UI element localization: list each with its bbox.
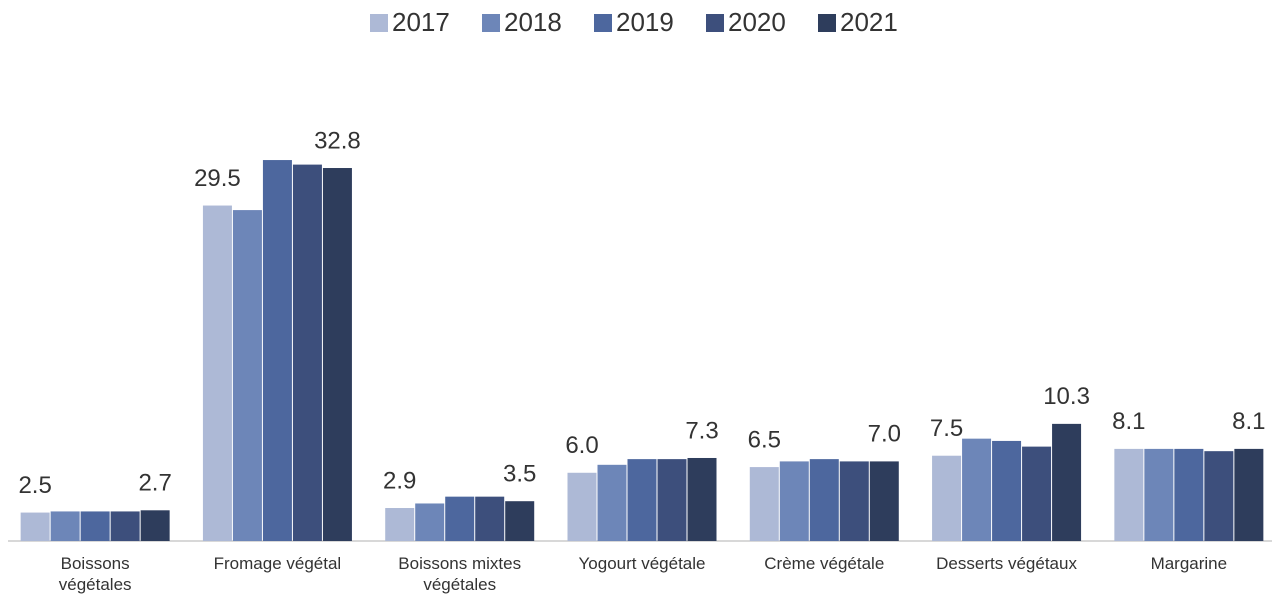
legend-label: 2018 (504, 7, 562, 37)
data-label: 7.5 (930, 415, 963, 442)
bar (749, 467, 779, 541)
bar (962, 438, 992, 541)
bar (932, 455, 962, 541)
bar (1052, 423, 1082, 541)
data-label: 8.1 (1112, 408, 1145, 435)
bar (140, 510, 170, 541)
bar (292, 164, 322, 541)
bar (1204, 451, 1234, 541)
bar (80, 511, 110, 541)
bar (110, 511, 140, 541)
bar (657, 459, 687, 541)
data-label: 7.3 (685, 417, 718, 444)
legend-label: 2021 (840, 7, 898, 37)
bar (415, 503, 445, 541)
bar (385, 508, 415, 541)
data-label: 6.0 (565, 432, 598, 459)
legend-label: 2020 (728, 7, 786, 37)
legend-swatch (818, 14, 836, 32)
x-tick-label: Boissons mixtes végétales (398, 554, 522, 594)
legend-swatch (594, 14, 612, 32)
data-label: 10.3 (1043, 383, 1090, 410)
bar (992, 440, 1022, 541)
data-label: 29.5 (194, 165, 241, 192)
data-label: 2.5 (18, 472, 51, 499)
bar (1144, 448, 1174, 541)
bar (779, 461, 809, 541)
bar (262, 160, 292, 542)
bar (627, 459, 657, 541)
x-tick-label: Desserts végétaux (936, 554, 1077, 573)
bar (202, 205, 232, 542)
bar (567, 472, 597, 541)
bar (1234, 448, 1264, 541)
bar (50, 511, 80, 541)
legend-swatch (370, 14, 388, 32)
x-tick-label: Yogourt végétale (578, 554, 706, 573)
bar (1114, 448, 1144, 541)
legend-swatch (706, 14, 724, 32)
bar (505, 501, 535, 541)
legend-label: 2017 (392, 7, 450, 37)
data-label: 3.5 (503, 461, 536, 488)
bar (20, 512, 50, 541)
data-label: 6.5 (748, 426, 781, 453)
bar (445, 496, 475, 541)
data-label: 32.8 (314, 127, 361, 154)
legend-swatch (482, 14, 500, 32)
bar (322, 168, 352, 541)
bar (687, 457, 717, 541)
x-tick-label: Boissons végétales (58, 554, 132, 594)
x-tick-label: Margarine (1150, 554, 1228, 573)
bar (597, 464, 627, 541)
bar (809, 459, 839, 541)
legend-label: 2019 (616, 7, 674, 37)
data-label: 2.9 (383, 467, 416, 494)
bar (839, 461, 869, 541)
bar (475, 496, 505, 541)
data-label: 8.1 (1232, 408, 1265, 435)
data-label: 2.7 (138, 470, 171, 497)
bar (232, 210, 262, 541)
x-tick-label: Fromage végétal (213, 554, 342, 573)
bar (869, 461, 899, 541)
data-label: 7.0 (868, 421, 901, 448)
x-tick-label: Crème végétale (764, 554, 885, 573)
bar (1174, 448, 1204, 541)
bar (1022, 446, 1052, 541)
